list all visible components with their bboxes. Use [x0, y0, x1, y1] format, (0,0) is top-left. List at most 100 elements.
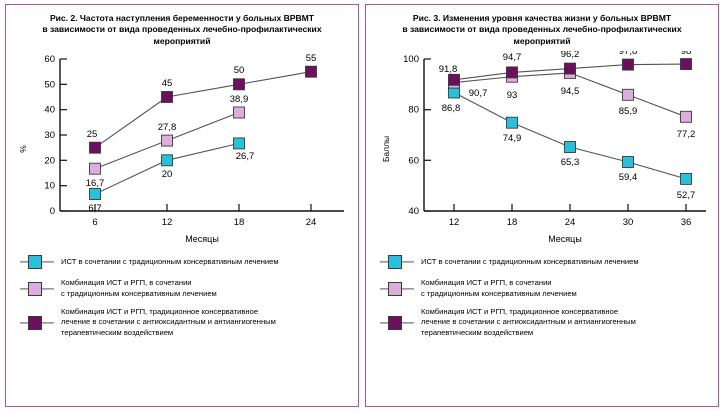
data-label-purple-3: 97,8 — [619, 51, 638, 57]
chart-figure-2: % 0 10 20 30 40 — [18, 53, 344, 244]
x-tick-label-24: 24 — [306, 217, 317, 228]
legend-swatch-pink — [380, 280, 414, 298]
data-label-purple-0: 25 — [87, 129, 98, 140]
data-labels-cyan: 6,7 20 26,7 — [88, 151, 254, 214]
data-label-pink-1: 93 — [507, 90, 518, 101]
panel-3-title-line-3: мероприятий — [513, 35, 571, 46]
legend-swatch-cyan — [380, 253, 414, 271]
legend-item-purple[interactable]: Комбинация ИСТ и РГП, традиционное консе… — [20, 307, 352, 339]
chart-figure-3: Баллы 40 60 80 100 — [381, 51, 706, 244]
data-labels-cyan: 86,8 74,9 65,3 59,4 52,7 — [442, 103, 696, 201]
data-label-cyan-1: 74,9 — [503, 133, 522, 144]
legend-label-pink: Комбинация ИСТ и РГП, в сочетании с трад… — [61, 278, 217, 298]
legend-swatch-cyan — [20, 253, 54, 271]
panel-3-plot-area: Баллы 40 60 80 100 — [372, 51, 712, 251]
y-tick-label-50: 50 — [44, 79, 55, 90]
panel-2-plot-area: % 0 10 20 30 40 — [12, 51, 352, 251]
data-label-purple-2: 50 — [234, 65, 245, 76]
y-axis-label-score: Баллы — [381, 136, 391, 162]
y-tick-label-60: 60 — [408, 155, 419, 166]
panel-2-title-line-2: в зависимости от вида проведенных лечебн… — [42, 24, 322, 35]
panel-2-title-line-3: мероприятий — [153, 35, 211, 46]
y-tick-label-100: 100 — [403, 54, 419, 65]
legend-figure-2: ИСТ в сочетании с традиционным консерват… — [12, 253, 352, 339]
legend-label-pink: Комбинация ИСТ и РГП, в сочетании с трад… — [421, 278, 577, 298]
legend-label-purple: Комбинация ИСТ и РГП, традиционное консе… — [421, 306, 636, 338]
series-markers-pink — [89, 106, 245, 175]
legend-swatch-purple — [380, 314, 414, 332]
y-tick-label-60: 60 — [44, 54, 55, 65]
x-tick-label-24: 24 — [565, 217, 576, 228]
data-label-pink-3: 85,9 — [619, 106, 638, 117]
legend-item-purple[interactable]: Комбинация ИСТ и РГП, традиционное консе… — [380, 307, 712, 339]
x-tick-label-18: 18 — [507, 217, 518, 228]
series-markers-cyan — [89, 137, 245, 200]
y-tick-label-0: 0 — [50, 206, 55, 217]
data-label-pink-0: 90,7 — [469, 88, 488, 99]
legend-item-cyan[interactable]: ИСТ в сочетании с традиционным консерват… — [380, 253, 712, 271]
legend-swatch-purple — [20, 314, 54, 332]
panel-2-title: Рис. 2. Частота наступления беременности… — [12, 11, 352, 47]
legend-swatch-pink — [20, 280, 54, 298]
x-tick-label-36: 36 — [681, 217, 692, 228]
legend-item-pink[interactable]: Комбинация ИСТ и РГП, в сочетании с трад… — [380, 278, 712, 300]
panel-figure-3: Рис. 3. Изменения уровня качества жизни … — [365, 4, 719, 407]
data-label-cyan-1: 20 — [162, 169, 173, 180]
data-label-cyan-2: 26,7 — [236, 151, 255, 162]
series-markers-purple — [89, 65, 317, 154]
data-label-cyan-2: 65,3 — [561, 157, 580, 168]
panel-2-title-line-1: Рис. 2. Частота наступления беременности… — [49, 13, 315, 23]
y-tick-label-20: 20 — [44, 155, 55, 166]
data-label-purple-3: 55 — [306, 53, 317, 64]
data-label-pink-1: 27,8 — [158, 122, 177, 133]
data-labels-pink: 16,7 27,8 38,9 — [86, 94, 249, 189]
data-label-cyan-0: 6,7 — [88, 203, 101, 214]
legend-label-cyan: ИСТ в сочетании с традиционным консерват… — [61, 256, 279, 266]
legend-item-pink[interactable]: Комбинация ИСТ и РГП, в сочетании с трад… — [20, 278, 352, 300]
legend-item-cyan[interactable]: ИСТ в сочетании с традиционным консерват… — [20, 253, 352, 271]
data-label-pink-2: 38,9 — [230, 94, 249, 105]
data-label-cyan-3: 59,4 — [619, 172, 638, 183]
data-label-purple-0: 91,8 — [439, 64, 458, 75]
series-line-purple — [94, 71, 312, 149]
data-labels-purple: 25 45 50 55 — [87, 53, 317, 140]
data-label-purple-4: 98 — [681, 51, 692, 57]
x-tick-label-18: 18 — [234, 217, 245, 228]
legend-figure-3: ИСТ в сочетании с традиционным консерват… — [372, 253, 712, 339]
data-label-pink-0: 16,7 — [86, 178, 105, 189]
data-labels-purple: 91,8 94,7 96,2 97,8 98 — [439, 51, 692, 75]
data-labels-pink: 90,7 93 94,5 85,9 77,2 — [469, 86, 696, 140]
panel-3-title-line-2: в зависимости от вида проведенных лечебн… — [402, 24, 682, 35]
data-label-purple-1: 45 — [162, 78, 173, 89]
series-markers-cyan — [448, 86, 692, 185]
data-label-pink-2: 94,5 — [561, 86, 580, 97]
panel-figure-2: Рис. 2. Частота наступления беременности… — [5, 4, 359, 407]
y-ticks-group: 40 60 80 100 — [403, 54, 431, 217]
series-markers-purple — [448, 58, 692, 86]
y-axis-label-percent: % — [18, 145, 28, 153]
data-label-purple-1: 94,7 — [503, 52, 522, 63]
x-axis-label-months: Месяцы — [548, 234, 582, 244]
data-label-cyan-0: 86,8 — [442, 103, 461, 114]
x-axis-label-months: Месяцы — [185, 234, 219, 244]
x-tick-label-6: 6 — [92, 217, 97, 228]
x-tick-label-30: 30 — [623, 217, 634, 228]
legend-label-cyan: ИСТ в сочетании с традиционным консерват… — [421, 256, 639, 266]
y-tick-label-80: 80 — [408, 105, 419, 116]
panel-3-title: Рис. 3. Изменения уровня качества жизни … — [372, 11, 712, 47]
legend-label-purple: Комбинация ИСТ и РГП, традиционное консе… — [61, 306, 276, 338]
panel-3-title-line-1: Рис. 3. Изменения уровня качества жизни … — [412, 13, 672, 23]
data-label-purple-2: 96,2 — [561, 51, 580, 60]
y-tick-label-40: 40 — [44, 105, 55, 116]
y-tick-label-10: 10 — [44, 181, 55, 192]
x-ticks-group: 12 18 24 30 36 — [449, 204, 692, 228]
data-label-cyan-4: 52,7 — [677, 190, 696, 201]
y-tick-label-30: 30 — [44, 130, 55, 141]
x-tick-label-12: 12 — [449, 217, 460, 228]
data-label-pink-4: 77,2 — [677, 129, 696, 140]
y-tick-label-40: 40 — [408, 206, 419, 217]
x-ticks-group: 6 12 18 24 — [92, 204, 316, 228]
x-tick-label-12: 12 — [162, 217, 173, 228]
y-ticks-group: 0 10 20 30 40 50 60 — [44, 54, 67, 217]
